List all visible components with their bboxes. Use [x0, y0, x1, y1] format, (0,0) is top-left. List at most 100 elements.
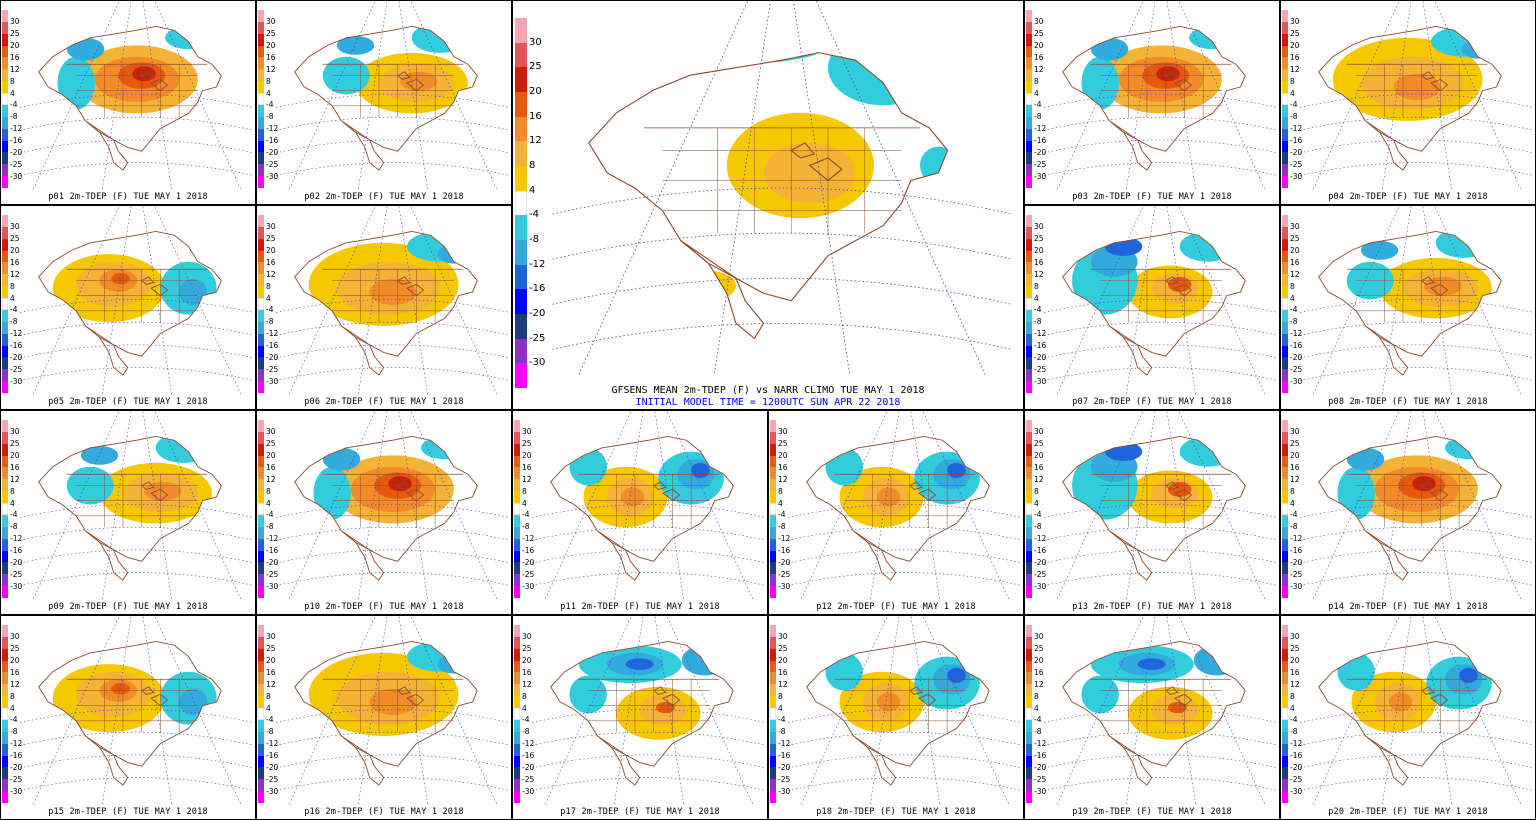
legend-label: -25: [10, 159, 23, 169]
legend-swatch: [514, 574, 520, 587]
legend-label: -20: [10, 762, 23, 772]
legend-label: 30: [266, 222, 276, 232]
legend-label: -16: [1034, 136, 1047, 146]
legend-swatch: [1026, 467, 1032, 480]
legend-swatch: [1026, 562, 1032, 575]
anomaly-map: [20, 615, 254, 804]
legend-label: 16: [10, 667, 20, 677]
anomaly-map: [788, 410, 1022, 599]
legend-swatch: [1026, 636, 1032, 650]
legend-swatch: [258, 660, 264, 673]
anomaly-map: [1044, 615, 1278, 804]
anomaly-area: [828, 52, 939, 106]
legend-swatch: [1282, 345, 1288, 358]
legend-label: 4: [1290, 498, 1295, 508]
legend-label: -20: [10, 147, 23, 157]
legend-swatch: [2, 538, 8, 552]
legend-swatch: [2, 455, 8, 468]
legend-swatch: [258, 274, 264, 287]
legend-label: 20: [1034, 246, 1044, 256]
legend-label: -8: [10, 727, 18, 737]
legend-swatch: [1026, 791, 1032, 804]
member-panel-p12: 30 25 20 16 12 8 4 -4 -8 -12 -16 -20 -25 -30 p12 2m-TD…: [768, 410, 1024, 615]
legend-swatch: [1282, 767, 1288, 780]
legend-label: -30: [1290, 376, 1303, 386]
anomaly-map: [276, 410, 510, 599]
legend-label: -16: [10, 546, 23, 556]
anomaly-area: [179, 688, 208, 716]
legend-label: 4: [522, 703, 527, 713]
anomaly-area: [620, 487, 645, 507]
legend-swatch: [1026, 479, 1032, 492]
legend-swatch: [258, 57, 264, 70]
color-legend: 30 25 20 16 12 8 4 -4 -8 -12 -16 -20 -25 -30: [1026, 215, 1062, 394]
legend-label: -20: [529, 308, 546, 319]
legend-swatch: [2, 420, 8, 433]
legend-swatch: [514, 731, 520, 745]
legend-swatch: [1282, 128, 1288, 142]
legend-swatch: [1282, 215, 1288, 228]
legend-label: 25: [266, 644, 276, 654]
legend-label: -16: [266, 751, 279, 761]
legend-swatch: [258, 636, 264, 650]
legend-label: -8: [778, 522, 786, 532]
legend-label: -4: [10, 100, 18, 110]
legend-label: 20: [10, 41, 20, 51]
legend-swatch: [1282, 250, 1288, 263]
legend-swatch: [770, 684, 776, 697]
legend-swatch: [514, 696, 520, 709]
legend-label: -16: [1290, 751, 1303, 761]
legend-swatch: [258, 696, 264, 709]
legend-swatch: [258, 562, 264, 575]
legend-label: 20: [1034, 451, 1044, 461]
legend-label: 20: [1034, 41, 1044, 51]
legend-swatch: [1282, 574, 1288, 587]
legend-label: 20: [10, 246, 20, 256]
legend-label: 30: [1034, 222, 1044, 232]
legend-swatch: [515, 18, 527, 44]
panel-caption: p15 2m-TDEP (F) TUE MAY 1 2018: [48, 807, 208, 817]
color-legend: 30 25 20 16 12 8 4 -4 -8 -12 -16 -20 -25 -30: [258, 10, 294, 189]
legend-label: -8: [266, 317, 274, 327]
legend-swatch: [1282, 491, 1288, 504]
legend-swatch: [1282, 625, 1288, 638]
panel-caption: p12 2m-TDEP (F) TUE MAY 1 2018: [816, 602, 976, 612]
color-legend: 30 25 20 16 12 8 4 -4 -8 -12 -16 -20 -25 -30: [515, 18, 557, 389]
legend-swatch: [514, 455, 520, 468]
legend-label: 4: [10, 293, 15, 303]
legend-label: 30: [266, 427, 276, 437]
legend-label: -4: [10, 510, 18, 520]
legend-swatch: [258, 152, 264, 165]
legend-swatch: [1282, 333, 1288, 347]
legend-label: 16: [529, 110, 542, 122]
legend-swatch: [2, 321, 8, 335]
legend-swatch: [1026, 731, 1032, 745]
legend-swatch: [2, 250, 8, 263]
legend-swatch: [1026, 503, 1032, 516]
legend-swatch: [770, 779, 776, 792]
member-panel-p10: 30 25 20 16 12 8 4 -4 -8 -12 -16 -20 -25 -30 p10 2m-TD…: [256, 410, 512, 615]
legend-label: -8: [1290, 317, 1298, 327]
mean-title: GFSENS MEAN 2m-TDEP (F) vs NARR CLIMO TU…: [611, 385, 925, 396]
legend-label: -16: [522, 751, 535, 761]
legend-label: -25: [522, 569, 535, 579]
legend-label: 16: [778, 667, 788, 677]
legend-label: -25: [1034, 364, 1047, 374]
legend-label: 30: [266, 17, 276, 27]
legend-swatch: [1026, 708, 1032, 721]
legend-swatch: [2, 660, 8, 673]
legend-label: 16: [1034, 462, 1044, 472]
legend-swatch: [1026, 21, 1032, 35]
legend-label: -25: [1290, 364, 1303, 374]
legend-swatch: [258, 345, 264, 358]
legend-label: 12: [1034, 269, 1044, 279]
legend-swatch: [1282, 164, 1288, 177]
legend-swatch: [2, 357, 8, 370]
legend-label: 4: [266, 703, 271, 713]
legend-label: 30: [10, 222, 20, 232]
member-panel-p17: 30 25 20 16 12 8 4 -4 -8 -12 -16 -20 -25 -30 p17 2m-TD…: [512, 615, 768, 820]
legend-swatch: [514, 672, 520, 685]
legend-swatch: [1282, 69, 1288, 82]
legend-label: 8: [529, 160, 536, 171]
legend-swatch: [258, 526, 264, 540]
